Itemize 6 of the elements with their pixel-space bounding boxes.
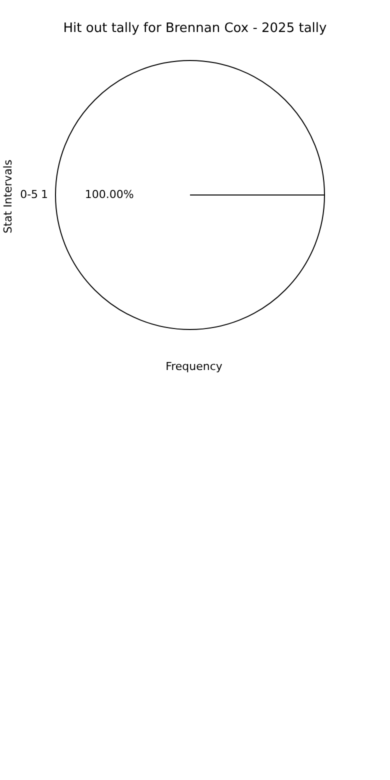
slice-label: 0-5 xyxy=(20,188,38,201)
text: Stat Intervals xyxy=(2,158,14,236)
chart-title: Hit out tally for Brennan Cox - 2025 tally xyxy=(62,21,328,36)
data-label: 100.00% xyxy=(84,188,134,201)
text: Frequency xyxy=(164,360,224,373)
text: 1 xyxy=(41,188,48,201)
